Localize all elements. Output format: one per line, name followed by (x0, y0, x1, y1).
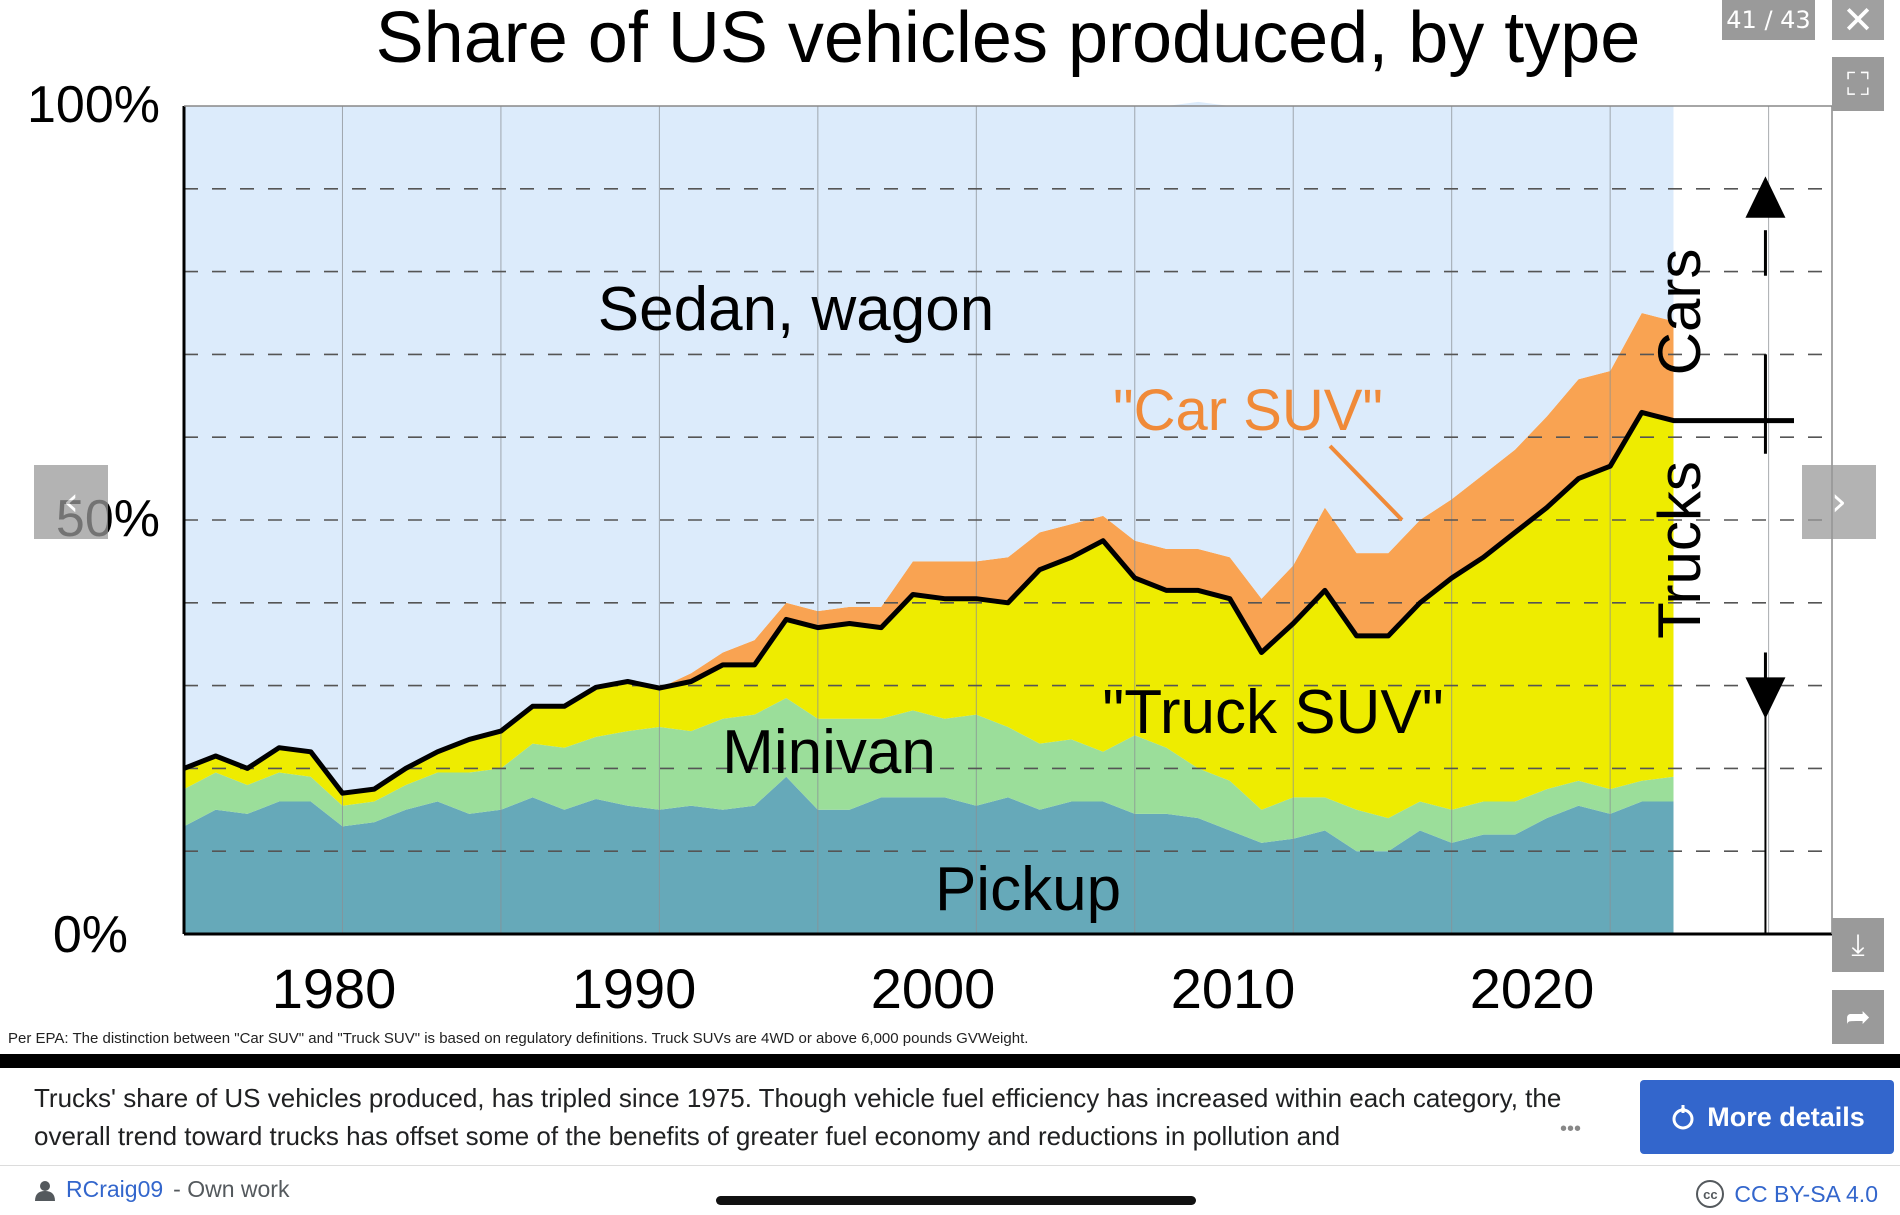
area-truck-suv (184, 412, 1674, 819)
license-row[interactable]: cc CC BY-SA 4.0 (1696, 1180, 1878, 1208)
series-label-car-suv: "Car SUV" (1113, 378, 1383, 443)
x-tick-label-2020: 2020 (1470, 957, 1595, 1020)
area-sedan-wagon (184, 101, 1674, 794)
side-label-cars: Cars (1646, 249, 1713, 376)
series-label-pickup: Pickup (935, 855, 1121, 924)
series-label-sedan: Sedan, wagon (598, 275, 994, 344)
chart: Share of US vehicles produced, by type 1… (27, 0, 1833, 1020)
x-tick-label-1980: 1980 (272, 957, 397, 1020)
home-indicator (716, 1196, 1196, 1205)
trucks-down-arrow (1745, 677, 1786, 719)
share-icon[interactable]: ➦ (1832, 990, 1884, 1044)
author-link[interactable]: RCraig09 (66, 1176, 164, 1202)
license-label[interactable]: CC BY-SA 4.0 (1734, 1180, 1878, 1207)
user-icon (35, 1180, 55, 1201)
side-annotations (1745, 176, 1786, 934)
y-tick-label-100: 100% (27, 76, 160, 134)
x-tick-label-2010: 2010 (1171, 957, 1296, 1020)
more-details-label: More details (1707, 1101, 1865, 1132)
image-counter: 41 / 43 (1722, 0, 1815, 40)
chart-title: Share of US vehicles produced, by type (376, 0, 1641, 78)
more-details-button[interactable]: More details (1640, 1080, 1894, 1154)
series-label-truck-suv: "Truck SUV" (1102, 678, 1443, 747)
grid (183, 106, 1832, 934)
x-tick-labels: 1980 1990 2000 2010 2020 (272, 957, 1595, 1020)
fullscreen-icon[interactable]: ⛶ (1832, 57, 1884, 111)
stacked-areas (184, 101, 1674, 934)
image-caption: Trucks' share of US vehicles produced, h… (34, 1083, 1562, 1151)
series-label-minivan: Minivan (722, 718, 936, 787)
footer-divider (0, 1165, 1900, 1166)
cars-up-arrow (1745, 176, 1786, 218)
area-pickup (184, 776, 1674, 934)
caption-divider (0, 1054, 1900, 1068)
author-suffix: - Own work (173, 1176, 290, 1202)
y-tick-label-0: 0% (53, 906, 128, 964)
x-tick-label-1990: 1990 (572, 957, 697, 1020)
trucks-cars-divider-line (183, 409, 1794, 796)
car-suv-pointer-line (1328, 444, 1404, 522)
author-row: RCraig09 - Own work (34, 1176, 289, 1203)
close-icon[interactable]: ✕ (1832, 0, 1884, 42)
creative-commons-icon: cc (1696, 1180, 1725, 1208)
trucks-share-line (183, 409, 1794, 796)
x-tick-label-2000: 2000 (871, 957, 996, 1020)
area-minivan (184, 698, 1674, 852)
chart-footnote: Per EPA: The distinction between "Car SU… (8, 1030, 1029, 1047)
download-icon[interactable]: ⤓ (1832, 918, 1884, 972)
previous-image-button[interactable]: ‹ (34, 465, 108, 539)
wiki-commons-icon (1672, 1105, 1694, 1130)
axes (182, 105, 1833, 936)
caption-more-indicator[interactable]: ••• (1560, 1118, 1582, 1140)
next-image-button[interactable]: › (1802, 465, 1876, 539)
side-label-trucks: Trucks (1646, 461, 1713, 639)
